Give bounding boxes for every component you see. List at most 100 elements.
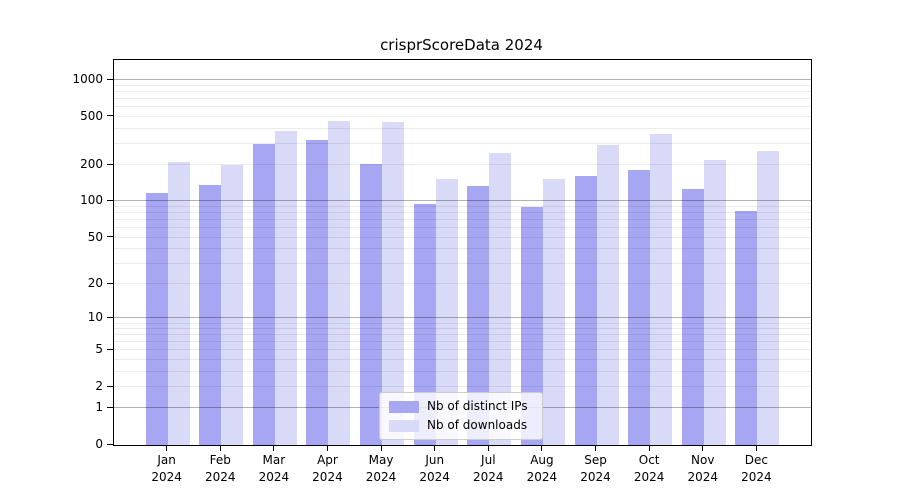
gridline-5 bbox=[114, 349, 811, 351]
bar-downloads-oct bbox=[650, 134, 673, 445]
bar-distinct-ips-nov bbox=[681, 189, 704, 445]
gridline-8 bbox=[114, 328, 811, 330]
y-tick-0 bbox=[107, 443, 113, 445]
x-tick-label-mar: Mar 2024 bbox=[258, 453, 290, 484]
bar-downloads-feb bbox=[221, 165, 244, 445]
y-tick-20 bbox=[107, 282, 113, 284]
gridline-30 bbox=[114, 262, 811, 264]
legend-item-distinct-ips: Nb of distinct IPs bbox=[389, 399, 528, 414]
gridline-60 bbox=[114, 227, 811, 229]
y-tick-label-100: 100 bbox=[80, 193, 103, 208]
gridline-40 bbox=[114, 248, 811, 250]
gridline-20 bbox=[114, 283, 811, 285]
y-tick-5 bbox=[107, 348, 113, 350]
bar-distinct-ips-mar bbox=[252, 144, 275, 445]
x-tick-nov bbox=[702, 445, 704, 451]
bar-downloads-aug bbox=[542, 179, 565, 445]
x-tick-apr bbox=[326, 445, 328, 451]
y-tick-2 bbox=[107, 385, 113, 387]
gridline-4 bbox=[114, 359, 811, 361]
y-tick-label-5: 5 bbox=[95, 342, 103, 357]
gridline-200 bbox=[114, 164, 811, 166]
y-tick-label-20: 20 bbox=[87, 276, 103, 291]
bar-downloads-may bbox=[382, 121, 405, 445]
gridline-6 bbox=[114, 341, 811, 343]
y-tick-label-2: 2 bbox=[95, 379, 103, 394]
x-tick-jan bbox=[166, 445, 168, 451]
x-tick-label-may: May 2024 bbox=[365, 453, 397, 484]
y-tick-1000 bbox=[107, 78, 113, 80]
x-tick-jun bbox=[434, 445, 436, 451]
x-tick-label-nov: Nov 2024 bbox=[687, 453, 719, 484]
x-tick-mar bbox=[273, 445, 275, 451]
bar-distinct-ips-apr bbox=[306, 139, 329, 445]
legend: Nb of distinct IPs Nb of downloads bbox=[379, 392, 543, 440]
bar-downloads-dec bbox=[757, 150, 780, 445]
x-tick-feb bbox=[219, 445, 221, 451]
y-tick-label-50: 50 bbox=[87, 229, 103, 244]
gridline-700 bbox=[114, 98, 811, 100]
x-tick-label-dec: Dec 2024 bbox=[741, 453, 772, 484]
gridline-800 bbox=[114, 91, 811, 93]
chart-title: crisprScoreData 2024 bbox=[380, 36, 543, 54]
x-tick-label-feb: Feb 2024 bbox=[204, 453, 236, 484]
bar-distinct-ips-jul bbox=[467, 185, 490, 445]
x-tick-label-jul: Jul 2024 bbox=[473, 453, 504, 484]
y-tick-label-0: 0 bbox=[95, 437, 103, 451]
y-tick-label-1000: 1000 bbox=[72, 72, 103, 87]
bar-downloads-mar bbox=[274, 130, 297, 445]
bar-distinct-ips-aug bbox=[520, 206, 543, 445]
gridline-1000 bbox=[114, 79, 811, 81]
legend-swatch bbox=[389, 400, 419, 413]
y-tick-label-500: 500 bbox=[80, 108, 103, 123]
legend-item-downloads: Nb of downloads bbox=[389, 418, 528, 433]
gridline-70 bbox=[114, 219, 811, 221]
gridline-100 bbox=[114, 200, 811, 202]
gridline-900 bbox=[114, 85, 811, 87]
bar-distinct-ips-may bbox=[360, 164, 383, 445]
x-tick-may bbox=[380, 445, 382, 451]
bar-downloads-jun bbox=[435, 179, 458, 445]
bar-downloads-nov bbox=[703, 160, 726, 445]
bar-downloads-sep bbox=[596, 144, 619, 445]
bar-distinct-ips-oct bbox=[628, 169, 651, 445]
gridline-400 bbox=[114, 127, 811, 129]
y-tick-500 bbox=[107, 115, 113, 117]
bar-downloads-jul bbox=[489, 152, 512, 445]
bar-downloads-jan bbox=[167, 161, 190, 445]
gridline-500 bbox=[114, 115, 811, 117]
x-tick-oct bbox=[648, 445, 650, 451]
gridline-90 bbox=[114, 205, 811, 207]
y-tick-label-10: 10 bbox=[87, 310, 103, 325]
y-tick-100 bbox=[107, 199, 113, 201]
legend-label: Nb of downloads bbox=[427, 418, 528, 432]
gridline-3 bbox=[114, 370, 811, 372]
x-tick-aug bbox=[541, 445, 543, 451]
y-tick-label-1: 1 bbox=[95, 400, 103, 415]
plot-area: Nb of distinct IPs Nb of downloads bbox=[113, 59, 812, 446]
gridline-7 bbox=[114, 334, 811, 336]
gridline-80 bbox=[114, 212, 811, 214]
x-tick-sep bbox=[595, 445, 597, 451]
y-tick-10 bbox=[107, 316, 113, 318]
x-tick-label-jun: Jun 2024 bbox=[419, 453, 450, 484]
y-tick-1 bbox=[107, 406, 113, 408]
y-tick-label-200: 200 bbox=[80, 157, 103, 172]
x-tick-label-jan: Jan 2024 bbox=[151, 453, 182, 484]
gridline-300 bbox=[114, 142, 811, 144]
x-tick-jul bbox=[487, 445, 489, 451]
x-tick-dec bbox=[755, 445, 757, 451]
gridline-2 bbox=[114, 386, 811, 388]
gridline-600 bbox=[114, 106, 811, 108]
gridline-50 bbox=[114, 236, 811, 238]
legend-swatch bbox=[389, 419, 419, 432]
bar-distinct-ips-sep bbox=[574, 175, 597, 445]
bar-distinct-ips-feb bbox=[199, 185, 222, 445]
legend-label: Nb of distinct IPs bbox=[427, 399, 528, 413]
gridline-9 bbox=[114, 322, 811, 324]
x-tick-label-apr: Apr 2024 bbox=[312, 453, 343, 484]
bar-distinct-ips-jun bbox=[413, 204, 436, 445]
x-tick-label-sep: Sep 2024 bbox=[580, 453, 611, 484]
y-tick-50 bbox=[107, 236, 113, 238]
